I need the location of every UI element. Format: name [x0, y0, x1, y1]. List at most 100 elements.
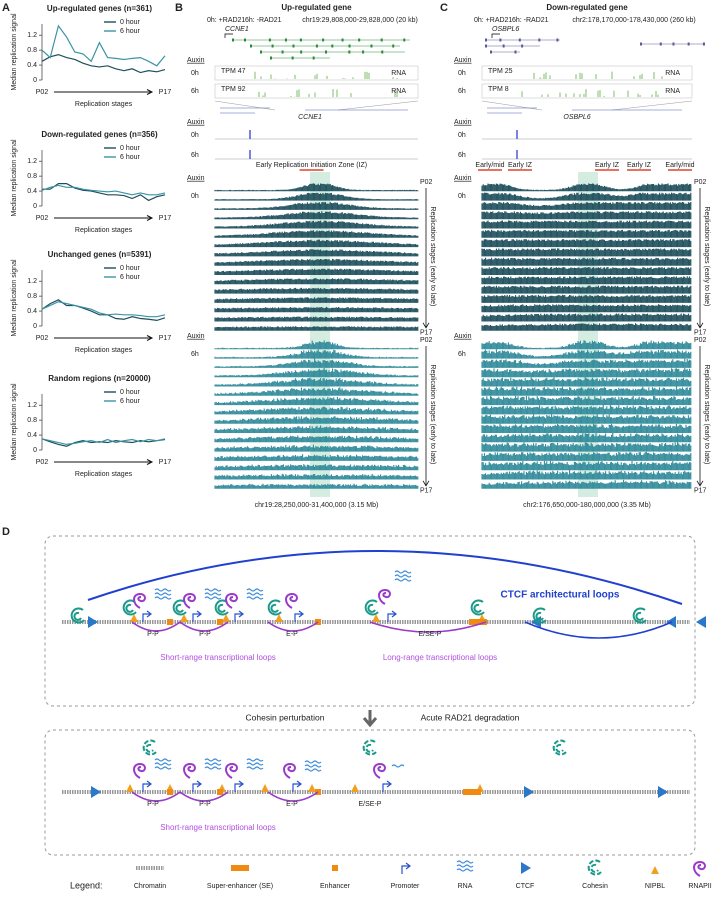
exon: [281, 50, 284, 54]
ctcf: [88, 616, 98, 628]
sample-label: 0h: [458, 132, 466, 139]
rna: [304, 760, 322, 772]
y-tick-label: 0.4: [27, 308, 37, 315]
rnapii: [183, 592, 196, 609]
browser-title: Down-regulated gene: [546, 3, 628, 12]
browser-title: Up-regulated gene: [281, 3, 352, 12]
legend-item: CTCF: [516, 883, 535, 890]
auxin-label: Auxin: [454, 333, 472, 340]
transcription-loop: [179, 621, 229, 632]
assay-label: RNA: [391, 88, 406, 95]
exon: [502, 44, 505, 48]
exon: [232, 38, 234, 42]
replication-track: [481, 239, 692, 248]
stage-label: P02: [420, 179, 433, 186]
cohesin: [552, 739, 567, 756]
loop-label: P-P: [147, 631, 159, 638]
exon: [640, 42, 642, 46]
replication-track: [214, 258, 419, 266]
replication-track: [481, 340, 692, 350]
replication-track: [214, 297, 419, 303]
exon: [271, 44, 274, 48]
chart-title: Up-regulated genes (n=361): [47, 4, 152, 13]
replication-track: [214, 396, 419, 406]
exon: [325, 50, 328, 54]
y-tick-label: 0.4: [27, 432, 37, 439]
replication-track: [214, 435, 419, 443]
legend-item: RNAPII: [688, 883, 711, 890]
replication-track: [214, 473, 419, 480]
promoter: [192, 780, 202, 792]
cohesin: [122, 599, 137, 616]
loop-label: E/SE-P: [359, 801, 382, 808]
promoter: [142, 780, 152, 792]
tpm-label: TPM 8: [488, 86, 509, 93]
auxin-label: Auxin: [187, 333, 205, 340]
iz-label: Early IZ: [508, 162, 533, 169]
replication-track: [214, 483, 419, 489]
iz-label: Early IZ: [627, 162, 652, 169]
replication-track: [481, 451, 692, 461]
replication-track: [214, 425, 419, 433]
gene-name: OSBPL6: [563, 114, 590, 121]
replication-track: [481, 267, 692, 275]
tss-arrow: [224, 33, 233, 38]
exon: [538, 38, 541, 42]
promoter: [387, 610, 397, 622]
replication-track: [481, 220, 692, 229]
y-tick-label: 0.8: [27, 293, 37, 300]
rnapii: [183, 762, 196, 779]
panel-letter: D: [2, 526, 10, 538]
transition-arrow: [362, 710, 378, 728]
y-tick-label: 1.2: [27, 278, 37, 285]
panel-letter: C: [440, 2, 448, 14]
series-line: [41, 53, 166, 74]
x-tick-label: P02: [36, 215, 49, 222]
rna-signal: [254, 71, 398, 79]
exon: [250, 44, 252, 48]
auxin-label: Auxin: [454, 57, 472, 64]
promoter: [234, 780, 244, 792]
rna: [204, 588, 222, 600]
replication-track: [481, 368, 692, 378]
exon: [485, 44, 487, 48]
legend-label: 0 hour: [120, 389, 141, 396]
y-axis-label: Median replication signal: [11, 139, 18, 216]
replication-track: [214, 287, 419, 294]
nipbl: [126, 784, 134, 792]
rnapii: [283, 762, 296, 779]
replication-track: [214, 239, 419, 248]
replication-track: [481, 432, 692, 443]
ctcf: [524, 786, 534, 798]
tpm-label: TPM 47: [221, 68, 246, 75]
rna-track: [214, 65, 419, 81]
y-tick-label: 0.4: [27, 188, 37, 195]
stage-arrow: [422, 188, 430, 329]
stage-label: P17: [420, 330, 433, 337]
nipbl: [351, 784, 359, 792]
replication-track: [214, 416, 419, 424]
legend-label: 0 hour: [120, 19, 141, 26]
replication-track: [214, 377, 419, 387]
nipbl: [222, 614, 230, 622]
rnapii: [285, 592, 298, 609]
transcription-loop: [131, 621, 181, 632]
replication-track: [481, 248, 692, 257]
replication-track: [481, 386, 692, 396]
condition: 0h: +RAD21: [474, 17, 512, 24]
region: chr2:178,170,000-178,430,000 (260 kb): [572, 17, 695, 24]
cohesin: [70, 607, 85, 624]
rnapii: [225, 592, 238, 609]
legend-item: RNA: [458, 883, 473, 890]
cohesin: [532, 607, 547, 624]
tss-arrow: [491, 33, 500, 38]
x-axis-label: Replication stages: [75, 471, 133, 478]
replication-track: [481, 211, 692, 220]
top-box: [44, 535, 696, 707]
rna: [204, 758, 222, 770]
promoter: [142, 610, 152, 622]
replication-track: [481, 414, 692, 424]
stage-arrow-label: Replication stages (early to late): [429, 206, 436, 306]
loop-label: E-P: [286, 631, 298, 638]
stage-arrow: [422, 346, 430, 487]
